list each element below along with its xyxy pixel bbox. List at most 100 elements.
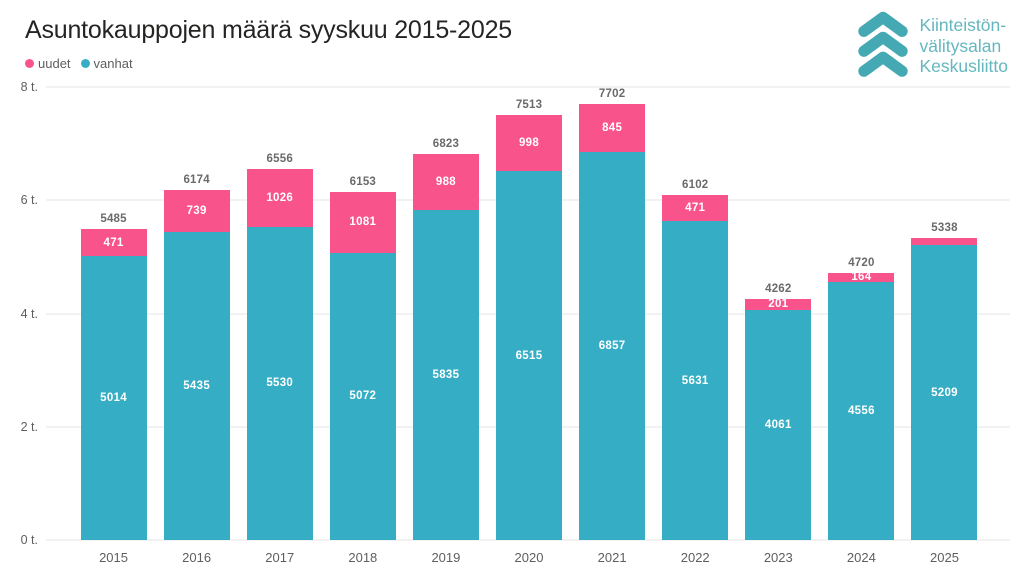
bar-segment-uudet-2015[interactable]: 471 xyxy=(80,229,147,257)
x-axis-label-2020: 2020 xyxy=(514,550,544,565)
bar-column-2017: 6556 1026 5530 2017 xyxy=(238,87,321,565)
bar-value-label: 4556 xyxy=(847,405,875,418)
x-axis-label-2016: 2016 xyxy=(182,550,212,565)
logo-text-line-1: Kiinteistön- xyxy=(919,15,1007,36)
bar-value-label: 998 xyxy=(518,136,540,149)
logo-text-line-3: Keskusliitto xyxy=(919,56,1008,77)
x-axis-label-2019: 2019 xyxy=(431,550,461,565)
bar-total-label: 4720 xyxy=(848,256,875,269)
bar-total-label: 6153 xyxy=(349,175,377,188)
x-axis-label-2024: 2024 xyxy=(846,550,876,565)
bar-segment-uudet-2019[interactable]: 988 xyxy=(412,153,479,210)
bar-value-label: 5631 xyxy=(681,374,709,387)
bar-value-label: 988 xyxy=(435,175,456,188)
bar-column-2018: 6153 1081 5072 2018 xyxy=(321,87,404,565)
bar-total-label: 6174 xyxy=(183,174,210,187)
bar-total-label: 6102 xyxy=(682,178,709,191)
bars: 5485 471 5014 2015 6174 739 5435 2016 6556 1026 55… xyxy=(72,87,986,565)
stacked-bar-chart: 0 t. 2 t. 4 t. 6 t. 8 t. 5485 471 5014 2015 6174… xyxy=(0,80,1024,565)
bar-column-2015: 5485 471 5014 2015 xyxy=(72,87,155,565)
bar-column-2020: 7513 998 6515 2020 xyxy=(487,87,570,565)
bar-segment-vanhat-2023[interactable]: 4061 xyxy=(745,310,812,540)
bar-column-2023: 4262 201 4061 2023 xyxy=(737,87,820,565)
bar-value-label: 739 xyxy=(186,205,207,218)
bar-value-label: 5072 xyxy=(349,390,377,403)
bar-segment-vanhat-2025[interactable]: 5209 xyxy=(911,245,978,540)
triple-chevron-up-icon xyxy=(858,11,909,77)
bar-total-label: 5485 xyxy=(100,213,127,226)
y-tick-label: 0 t. xyxy=(20,533,38,547)
bar-value-label: 5209 xyxy=(931,386,958,399)
bar-value-label: 5530 xyxy=(266,377,294,390)
bar-value-label: 5435 xyxy=(183,380,211,393)
legend-item-vanhat[interactable]: vanhat xyxy=(80,56,133,71)
bar-segment-uudet-2016[interactable]: 739 xyxy=(163,190,230,233)
gridline xyxy=(46,539,1010,541)
bar-column-2022: 6102 471 5631 2022 xyxy=(654,87,737,565)
bar-total-label: 4262 xyxy=(765,282,792,295)
bar-total-label: 6823 xyxy=(432,137,460,150)
bar-value-label: 845 xyxy=(602,121,623,134)
y-tick-label: 6 t. xyxy=(20,193,38,208)
logo-text: Kiinteistön- välitysalan Keskusliitto xyxy=(919,15,1008,77)
x-axis-label-2023: 2023 xyxy=(763,550,793,565)
legend-dot-uudet xyxy=(25,59,34,68)
bar-total-label: 6556 xyxy=(266,152,293,165)
bar-segment-vanhat-2018[interactable]: 5072 xyxy=(329,252,396,540)
bar-column-2016: 6174 739 5435 2016 xyxy=(155,87,238,565)
legend-label-vanhat: vanhat xyxy=(93,56,133,71)
x-axis-label-2021: 2021 xyxy=(597,550,627,565)
bar-column-2019: 6823 988 5835 2019 xyxy=(404,87,487,565)
x-axis-label-2015: 2015 xyxy=(99,550,128,565)
bar-segment-vanhat-2016[interactable]: 5435 xyxy=(163,232,230,540)
bar-value-label: 1081 xyxy=(349,216,377,229)
bar-segment-vanhat-2022[interactable]: 5631 xyxy=(662,221,729,540)
bar-segment-uudet-2022[interactable]: 471 xyxy=(662,194,729,222)
bar-value-label: 164 xyxy=(851,271,872,284)
bar-value-label: 5835 xyxy=(432,368,460,381)
y-tick-label: 2 t. xyxy=(20,419,38,434)
organization-logo: Kiinteistön- välitysalan Keskusliitto xyxy=(857,10,1008,82)
bar-column-2025: 5338 5209 2025 xyxy=(903,87,986,565)
legend-item-uudet[interactable]: uudet xyxy=(25,56,71,71)
bar-value-label: 471 xyxy=(685,201,706,214)
bar-segment-uudet-2018[interactable]: 1081 xyxy=(329,191,396,253)
legend-label-uudet: uudet xyxy=(38,56,71,71)
x-axis-label-2025: 2025 xyxy=(930,550,959,565)
y-axis: 0 t. 2 t. 4 t. 6 t. 8 t. xyxy=(0,80,42,547)
bar-segment-vanhat-2020[interactable]: 6515 xyxy=(496,171,563,540)
bar-segment-vanhat-2024[interactable]: 4556 xyxy=(828,282,895,540)
bar-segment-uudet-2017[interactable]: 1026 xyxy=(246,168,313,227)
bar-segment-uudet-2025[interactable] xyxy=(911,237,978,246)
bar-segment-uudet-2024[interactable]: 164 xyxy=(828,271,895,284)
bar-total-label: 5338 xyxy=(931,221,958,234)
bar-segment-vanhat-2019[interactable]: 5835 xyxy=(412,209,479,540)
bar-value-label: 6515 xyxy=(515,349,543,362)
bar-segment-uudet-2021[interactable]: 845 xyxy=(579,103,646,152)
bar-value-label: 471 xyxy=(103,236,124,249)
logo-text-line-2: välitysalan xyxy=(919,35,1002,56)
y-tick-label: 4 t. xyxy=(20,306,38,321)
bar-total-label: 7702 xyxy=(598,87,626,100)
bar-segment-uudet-2020[interactable]: 998 xyxy=(496,114,563,172)
bar-segment-vanhat-2015[interactable]: 5014 xyxy=(80,256,147,540)
bar-segment-vanhat-2017[interactable]: 5530 xyxy=(246,226,313,540)
bar-segment-uudet-2023[interactable]: 201 xyxy=(745,298,812,311)
bar-value-label: 4061 xyxy=(764,419,792,432)
bar-total-label: 7513 xyxy=(515,98,543,111)
bar-value-label: 201 xyxy=(768,298,789,311)
bar-value-label: 1026 xyxy=(266,191,294,204)
chart-title: Asuntokauppojen määrä syyskuu 2015-2025 xyxy=(25,16,512,44)
legend-dot-vanhat xyxy=(80,59,90,68)
bar-value-label: 6857 xyxy=(598,339,626,352)
bar-value-label: 5014 xyxy=(100,392,127,405)
bar-segment-vanhat-2021[interactable]: 6857 xyxy=(579,151,646,540)
gridline xyxy=(46,86,1010,88)
x-axis-label-2022: 2022 xyxy=(680,550,710,565)
y-tick-label: 8 t. xyxy=(20,80,38,94)
chart-legend: uudet vanhat xyxy=(25,56,133,71)
x-axis-label-2017: 2017 xyxy=(265,550,295,565)
x-axis-label-2018: 2018 xyxy=(348,550,378,565)
bar-column-2021: 7702 845 6857 2021 xyxy=(571,87,654,565)
